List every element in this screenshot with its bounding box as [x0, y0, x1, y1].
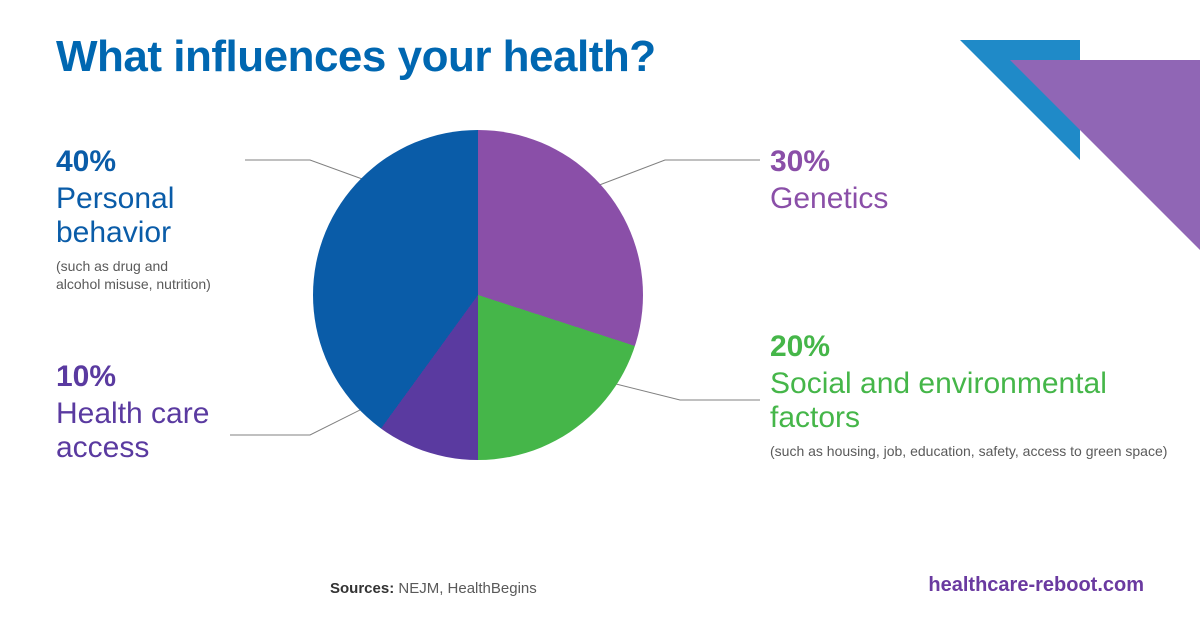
label-personal-behavior: 40% Personal behavior (such as drug and … [56, 145, 296, 293]
pct-healthcare-access: 10% [56, 360, 296, 395]
sources-label: Sources: [330, 580, 394, 597]
text-healthcare-access: Health care access [56, 397, 296, 466]
pie-chart [313, 130, 643, 460]
label-social-env: 20% Social and environmental factors (su… [770, 330, 1190, 460]
pct-genetics: 30% [770, 145, 1150, 180]
text-social-env: Social and environmental factors [770, 367, 1190, 436]
site-link[interactable]: healthcare-reboot.com [928, 574, 1144, 597]
pct-personal-behavior: 40% [56, 145, 296, 180]
sub-personal-behavior: (such as drug and alcohol misuse, nutrit… [56, 257, 296, 293]
label-genetics: 30% Genetics [770, 145, 1150, 216]
sub-social-env: (such as housing, job, education, safety… [770, 442, 1190, 460]
sources-value: NEJM, HealthBegins [398, 580, 536, 597]
label-healthcare-access: 10% Health care access [56, 360, 296, 466]
sources: Sources: NEJM, HealthBegins [330, 580, 537, 597]
text-genetics: Genetics [770, 182, 1150, 217]
pct-social-env: 20% [770, 330, 1190, 365]
text-personal-behavior: Personal behavior [56, 182, 296, 251]
